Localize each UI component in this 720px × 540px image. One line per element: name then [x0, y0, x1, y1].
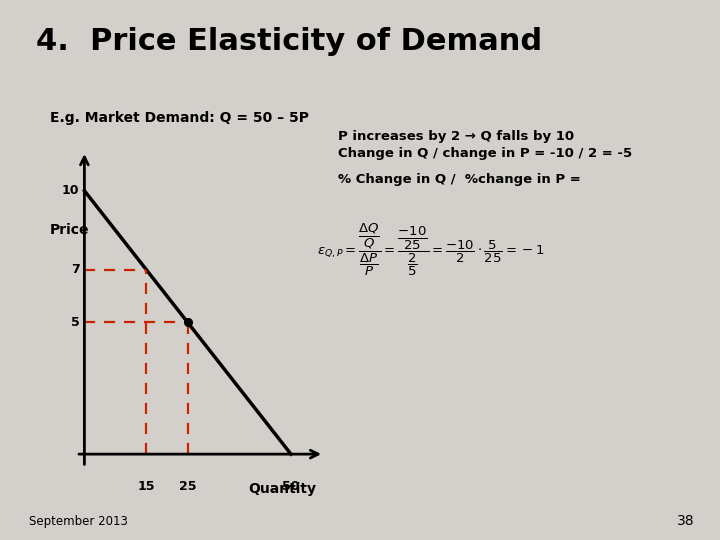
Text: 25: 25	[179, 481, 197, 494]
Text: September 2013: September 2013	[29, 515, 127, 528]
Text: $\varepsilon_{Q,P} = \dfrac{\dfrac{\Delta Q}{Q}}{\dfrac{\Delta P}{P}}= \dfrac{\d: $\varepsilon_{Q,P} = \dfrac{\dfrac{\Delt…	[317, 221, 544, 278]
Text: 10: 10	[62, 184, 79, 197]
Text: 38: 38	[678, 514, 695, 528]
Text: 5: 5	[71, 316, 79, 329]
Text: 4.  Price Elasticity of Demand: 4. Price Elasticity of Demand	[36, 27, 542, 56]
Text: Change in Q / change in P = -10 / 2 = -5: Change in Q / change in P = -10 / 2 = -5	[338, 147, 633, 160]
Text: 7: 7	[71, 263, 79, 276]
Text: E.g. Market Demand: Q = 50 – 5P: E.g. Market Demand: Q = 50 – 5P	[50, 111, 310, 125]
Text: Quantity: Quantity	[248, 482, 317, 496]
Text: P increases by 2 → Q falls by 10: P increases by 2 → Q falls by 10	[338, 130, 575, 143]
Text: Price: Price	[50, 223, 90, 237]
Text: 50: 50	[282, 481, 300, 494]
Text: % Change in Q /  %change in P =: % Change in Q / %change in P =	[338, 173, 581, 186]
Text: 15: 15	[138, 481, 155, 494]
